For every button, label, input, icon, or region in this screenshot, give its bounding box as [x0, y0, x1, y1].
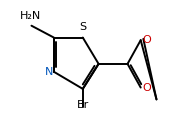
Text: Br: Br: [77, 100, 89, 110]
Text: S: S: [79, 22, 86, 32]
Text: N: N: [45, 67, 53, 77]
Text: H₂N: H₂N: [20, 11, 41, 22]
Text: O: O: [142, 83, 151, 93]
Text: O: O: [142, 35, 151, 45]
